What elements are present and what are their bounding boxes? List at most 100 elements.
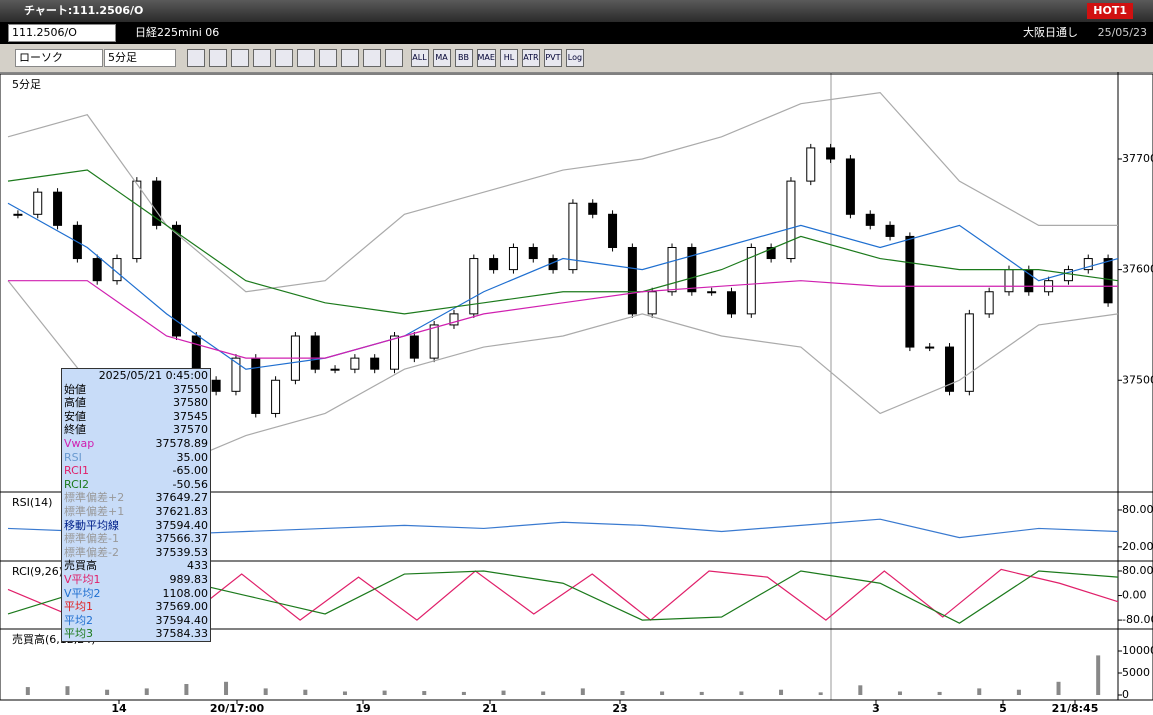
x-tick-label: 20/17:00 [210,702,265,715]
volume-bar [224,681,229,696]
candle [310,335,320,370]
volume-bar [105,689,110,696]
volume-bar [818,692,823,696]
info-label: 始値 [64,382,86,396]
info-label: RCI1 [64,464,90,478]
y-tick-label: 37600 [1122,263,1153,276]
tool-icon[interactable] [297,49,315,67]
y-tick-label: 80.00 [1122,564,1153,577]
info-label: 標準偏差-1 [64,532,119,546]
info-value: 433 [187,559,208,573]
tool-icon[interactable] [231,49,249,67]
info-label: 高値 [64,396,86,410]
candle [370,357,380,370]
info-label: V平均1 [64,572,101,586]
volume-bar [739,691,744,696]
session: 大阪日通し [1023,26,1078,39]
panel-label: RCI(9,26) [12,565,63,578]
info-value: 37569.00 [155,600,209,614]
x-tick-label: 19 [355,702,370,715]
info-row: 標準偏差+1 37621.83 [62,505,210,519]
info-row: 売買高 433 [62,559,210,573]
info-label: RSI [64,450,82,464]
candle [984,291,994,315]
candle [211,379,221,392]
info-row: RCI2 -50.56 [62,478,210,492]
candle [964,313,974,392]
tool-button[interactable]: MAE [476,49,496,67]
candle [568,202,578,271]
info-value: -50.56 [172,477,208,491]
info-row: Vwap 37578.89 [62,437,210,451]
info-row: RCI1 -65.00 [62,464,210,478]
candle [53,191,63,226]
y-tick-label: 5000 [1122,666,1150,679]
tool-icon[interactable] [275,49,293,67]
tool-icon[interactable] [363,49,381,67]
candle [92,258,102,282]
code-input[interactable]: 111.2506/O [8,24,116,42]
tool-button[interactable]: BB [454,49,473,67]
info-timestamp: 2025/05/21 0:45:00 [98,369,208,382]
info-value: 37550 [173,382,208,396]
tool-icon[interactable] [385,49,403,67]
candle [746,246,756,315]
info-value: 37578.89 [155,436,209,450]
candle [132,180,142,260]
info-value: 37580 [173,396,208,410]
y-tick-label: 0 [1122,688,1129,701]
volume-bar [303,689,308,696]
info-label: 安値 [64,409,86,423]
tool-button[interactable]: Log [565,49,584,67]
y-tick-label: 37500 [1122,373,1153,386]
candle [152,180,162,226]
info-panel: 2025/05/21 0:45:00 始値 37550 高値 37580 安値 37545… [61,368,211,642]
volume-bar [937,691,942,696]
tool-button[interactable]: MA [432,49,451,67]
info-label: 売買高 [64,559,97,573]
candle [1103,258,1113,304]
hot-button[interactable]: HOT1 [1087,3,1133,19]
tool-button[interactable]: ATR [521,49,540,67]
indicator-line [7,169,1119,315]
tool-icon[interactable] [187,49,205,67]
candle [231,357,241,392]
candle [508,246,518,271]
volume-bar [422,691,427,696]
info-label: 平均2 [64,613,93,627]
chart-kind-select[interactable]: ローソク [15,49,103,67]
candle [489,258,499,271]
title-bar: チャート:111.2506/O HOT1 [0,0,1153,22]
info-value: 1108.00 [162,586,209,600]
info-label: Vwap [64,436,95,450]
indicator-line [7,202,1119,370]
tool-icon[interactable] [319,49,337,67]
tool-button[interactable]: PVT [543,49,562,67]
info-row: 始値 37550 [62,383,210,397]
info-value: 37649.27 [155,491,209,505]
volume-bar [858,685,863,696]
toolbar: ローソク 5分足 ALL MA BB MAE HL ATR PVT Log [0,44,1153,73]
tool-icon[interactable] [341,49,359,67]
tool-button[interactable]: HL [499,49,518,67]
tool-icon[interactable] [209,49,227,67]
candle [251,357,261,414]
indicator-line [7,91,1118,293]
tool-icon[interactable] [253,49,271,67]
info-label: 移動平均線 [64,518,119,532]
candle [687,246,697,293]
chart-area: 5分足 37500 37600 37700 RSI(14) 80.00 20.00 RCI(9… [0,72,1153,715]
date: 25/05/23 [1097,26,1147,39]
volume-bar [541,691,546,696]
candle [925,346,935,349]
volume-bar [501,690,506,696]
candle [1024,269,1034,293]
tool-button[interactable]: ALL [410,49,429,67]
interval-select[interactable]: 5分足 [104,49,176,67]
volume-bar [382,690,387,696]
y-tick-label: 80.00 [1122,503,1153,516]
volume-bar [263,688,268,696]
volume-bar [897,691,902,696]
candle [627,246,637,315]
